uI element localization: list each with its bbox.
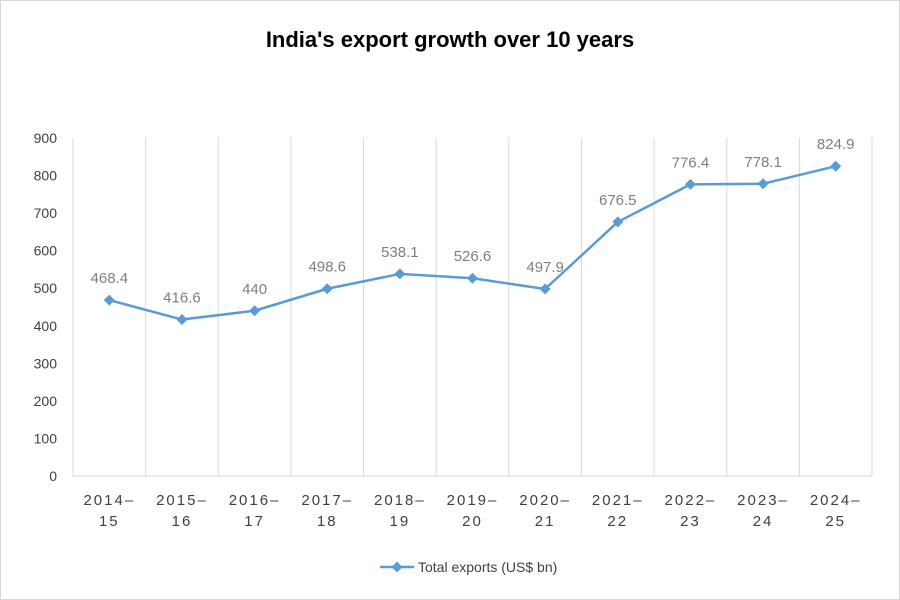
y-tick-label: 400 xyxy=(34,318,58,334)
x-tick-label: 2016– 17 xyxy=(229,492,281,530)
data-label-layer: 468.4 416.6 440 498.6 538.1 526.6 497.9 676.5 77… xyxy=(91,136,855,306)
data-label: 538.1 xyxy=(381,244,419,261)
y-tick-label: 200 xyxy=(34,393,58,409)
data-label: 676.5 xyxy=(599,192,637,209)
data-point-marker xyxy=(612,216,624,228)
y-tick-label: 600 xyxy=(34,243,58,259)
x-tick-label-line: 2024– xyxy=(810,492,862,509)
x-tick-label: 2022– 23 xyxy=(665,492,717,530)
x-tick-label: 2015– 16 xyxy=(156,492,208,530)
data-point-marker xyxy=(321,283,333,295)
data-label: 416.6 xyxy=(163,290,201,307)
data-point-marker xyxy=(757,178,769,190)
y-tick-label: 500 xyxy=(34,280,58,296)
x-tick-label-line: 2018– xyxy=(374,492,426,509)
x-tick-label-line: 2022– xyxy=(665,492,717,509)
x-tick-label-line: 2014– xyxy=(83,492,135,509)
data-point-marker xyxy=(830,160,842,172)
data-point-marker xyxy=(684,178,696,190)
x-tick-label: 2014– 15 xyxy=(83,492,135,530)
x-tick-label-line: 16 xyxy=(172,513,193,530)
x-tick-label-line: 20 xyxy=(462,513,483,530)
x-tick-label: 2023– 24 xyxy=(737,492,789,530)
x-tick-label: 2017– 18 xyxy=(301,492,353,530)
data-label: 468.4 xyxy=(91,270,129,287)
x-tick-label: 2018– 19 xyxy=(374,492,426,530)
data-label: 498.6 xyxy=(308,259,346,276)
data-point-marker xyxy=(394,268,406,280)
x-tick-label-line: 2021– xyxy=(592,492,644,509)
x-tick-label-line: 2020– xyxy=(519,492,571,509)
axis-layer: 0 100 200 300 400 500 600 700 800 900 2014– 15 2015–… xyxy=(34,130,872,530)
data-label: 526.6 xyxy=(454,248,492,265)
x-tick-label-line: 19 xyxy=(390,513,411,530)
x-tick-label-line: 22 xyxy=(607,513,628,530)
data-point-marker xyxy=(467,272,478,284)
y-tick-label: 800 xyxy=(34,168,58,184)
data-label: 440 xyxy=(242,281,267,298)
x-tick-label-line: 2019– xyxy=(447,492,499,509)
chart-title: India's export growth over 10 years xyxy=(266,27,634,52)
x-tick-label-line: 25 xyxy=(825,513,846,530)
x-tick-label-line: 2016– xyxy=(229,492,281,509)
data-label: 824.9 xyxy=(817,136,855,153)
x-tick-label-line: 17 xyxy=(244,513,265,530)
data-label: 778.1 xyxy=(744,154,782,171)
data-label: 497.9 xyxy=(526,259,564,276)
y-tick-label: 0 xyxy=(49,468,57,484)
x-tick-label-line: 23 xyxy=(680,513,701,530)
x-tick-label: 2020– 21 xyxy=(519,492,571,530)
x-tick-label: 2024– 25 xyxy=(810,492,862,530)
y-tick-label: 300 xyxy=(34,355,58,371)
x-tick-label: 2019– 20 xyxy=(447,492,499,530)
data-point-marker xyxy=(103,294,115,306)
y-tick-label: 100 xyxy=(34,430,58,446)
data-label: 776.4 xyxy=(672,154,710,171)
data-point-marker xyxy=(539,283,551,295)
grid-layer xyxy=(72,138,873,476)
x-tick-label-line: 21 xyxy=(535,513,556,530)
y-tick-label: 700 xyxy=(34,205,58,221)
x-tick-label-line: 2015– xyxy=(156,492,208,509)
data-point-marker xyxy=(249,305,261,317)
x-tick-label-line: 2023– xyxy=(737,492,789,509)
legend-diamond-marker xyxy=(391,561,403,573)
legend-label: Total exports (US$ bn) xyxy=(418,559,557,575)
x-tick-label: 2021– 22 xyxy=(592,492,644,530)
y-tick-label: 900 xyxy=(34,130,58,146)
data-point-marker xyxy=(176,314,188,326)
series-layer xyxy=(103,160,842,326)
x-tick-label-line: 15 xyxy=(99,513,120,530)
legend: Total exports (US$ bn) xyxy=(380,559,557,575)
x-tick-label-line: 18 xyxy=(317,513,338,530)
x-tick-label-line: 24 xyxy=(753,513,774,530)
x-tick-label-line: 2017– xyxy=(301,492,353,509)
